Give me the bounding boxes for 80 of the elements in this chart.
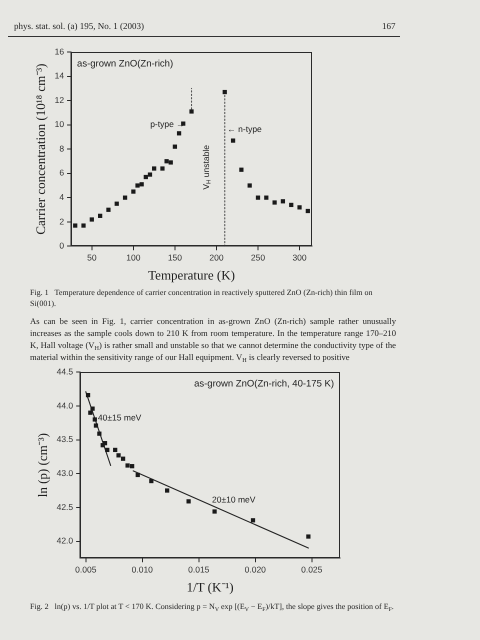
text: 167: [382, 21, 396, 32]
y-tick-label: 42.5: [56, 502, 74, 512]
x-tick-label: 0.015: [188, 564, 210, 575]
point: [306, 534, 310, 539]
point: [222, 90, 227, 94]
point: [256, 196, 260, 200]
point: [131, 189, 136, 194]
x-tick-label: 50: [87, 252, 97, 263]
text: phys. stat. sol. (a) 195, No. 1 (2003): [14, 21, 144, 32]
point: [88, 410, 92, 415]
annotation: 20±10 meV: [212, 494, 256, 504]
caption: Fig. 1 Temperature dependence of carrier concentration in reactively sputtered ZnO (Zn-rich) thin film on Si(001).: [30, 288, 374, 309]
x-tick-label: 0.025: [301, 564, 323, 575]
point: [102, 441, 108, 446]
y-tick-label: 4: [59, 192, 64, 202]
y-tick-label: 10: [54, 119, 64, 130]
x-axis-title: Temperature (K): [148, 268, 235, 283]
point: [152, 166, 156, 171]
x-tick-label: 0.005: [75, 564, 97, 575]
point: [116, 453, 121, 458]
point: [90, 406, 95, 411]
point: [248, 183, 252, 188]
x-tick-label: 250: [250, 252, 266, 263]
y-tick-label: 44.5: [56, 366, 74, 376]
point: [144, 174, 148, 180]
point: [120, 456, 126, 461]
annotation: ← n-type: [227, 124, 262, 134]
text: as-grown ZnO(Zn-rich, 40-175 K): [194, 378, 334, 390]
y-tick-label: 42.0: [56, 536, 74, 546]
point: [90, 217, 94, 222]
y-tick-label: 6: [59, 168, 64, 178]
point: [250, 518, 256, 522]
point: [122, 196, 128, 200]
point: [114, 202, 119, 206]
x-tick-label: 100: [126, 252, 141, 263]
y-axis-title: ln (p) (cm⁻³): [35, 433, 50, 498]
y-tick-label: 14: [54, 70, 64, 81]
point: [97, 432, 102, 436]
point: [73, 223, 78, 228]
point: [136, 472, 140, 478]
point: [186, 499, 191, 504]
y-tick-label: 43.0: [56, 468, 74, 478]
annotation: 40±15 meV: [98, 412, 142, 422]
y-tick-label: 0: [59, 240, 64, 251]
text: As can be seen in Fig. 1, carrier concentration in as-grown ZnO (Zn-rich) sample rather unusually increases as the sample cools down to 210 K from room temperature. In the temperature range 170–210 K, Hall voltage (V$_{H}$) is rather small and unstable so that we cannot determine the conductivity type of the material within the sensitivity range of our Hall equipment. V$_{H}$ is clearly reversed to positive: [30, 315, 396, 364]
point: [172, 144, 178, 149]
point: [176, 131, 182, 136]
point: [181, 121, 186, 126]
point: [130, 464, 134, 468]
x-tick-label: 300: [292, 252, 307, 263]
point: [264, 196, 268, 200]
point: [168, 160, 173, 165]
y-tick-label: 16: [54, 46, 64, 56]
point: [92, 417, 97, 422]
y-tick-label: 12: [54, 94, 64, 105]
point: [289, 202, 294, 208]
x-tick-label: 0.010: [132, 564, 154, 575]
point: [306, 208, 310, 214]
point: [140, 182, 144, 186]
point: [164, 159, 169, 164]
point: [113, 448, 118, 452]
point: [239, 168, 244, 172]
point: [165, 488, 170, 493]
y-axis-title: Carrier concentration (10¹⁸ cm⁻³): [33, 64, 48, 235]
x-tick-label: 150: [168, 252, 182, 263]
y-tick-label: 8: [59, 143, 64, 154]
point: [106, 208, 111, 212]
x-tick-label: 200: [209, 252, 224, 263]
x-tick-label: 0.020: [244, 564, 266, 575]
text: Fig. 2 ln(p) vs. 1/T plot at T < 170 K. Considering p = N$_{V}$ exp [(E$_{V}$ − E$_{F}$)/kT], the slope gives the position of E$_{F}$.: [30, 602, 394, 613]
x-axis-title: 1/T (K⁻¹): [186, 580, 234, 595]
text: as-grown ZnO(Zn-rich): [77, 58, 174, 70]
point: [280, 199, 286, 204]
point: [149, 478, 154, 484]
point: [98, 214, 102, 218]
y-tick-label: 43.5: [56, 434, 74, 444]
point: [297, 205, 302, 210]
point: [105, 448, 110, 452]
y-tick-label: 44.0: [56, 400, 74, 410]
y-tick-label: 2: [59, 216, 64, 226]
